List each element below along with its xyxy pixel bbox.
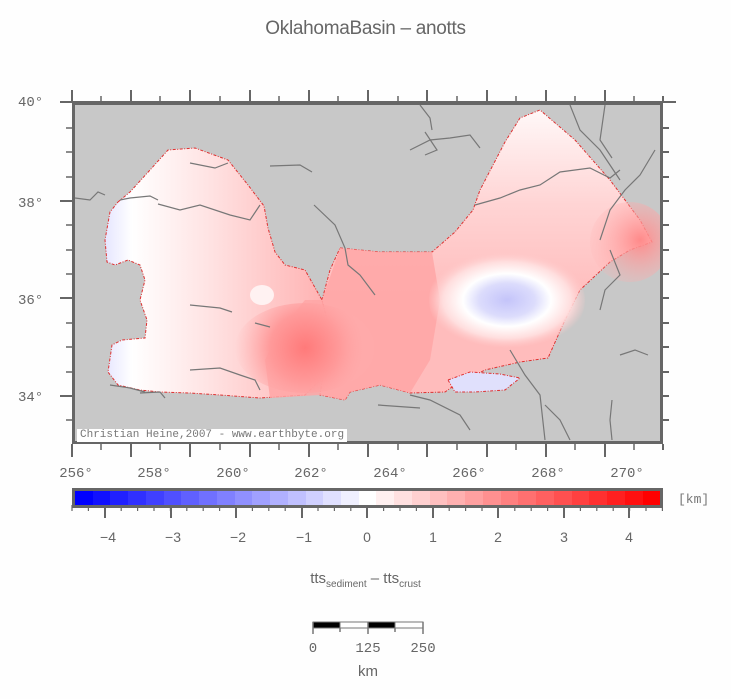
colorbar-swatch [482, 491, 501, 505]
colorbar-swatch [607, 491, 625, 505]
colorbar-swatch [624, 491, 643, 505]
colorbar-swatch [571, 491, 590, 505]
colorbar-swatch [323, 491, 342, 505]
scale-label-125: 125 [355, 641, 381, 657]
colorbar-swatch [429, 491, 448, 505]
x-tick-label-266: 266° [452, 466, 486, 482]
colorbar-label-neg1: −1 [296, 529, 312, 545]
colorbar-swatch [411, 491, 430, 505]
colorbar-swatch [447, 491, 466, 505]
colorbar-swatch [518, 491, 537, 505]
colorbar-label-0: 0 [363, 529, 371, 545]
colorbar-swatch [110, 491, 129, 505]
scale-unit: km [358, 663, 378, 680]
colorbar-swatch [341, 491, 359, 505]
y-tick-label-36: 36° [18, 293, 44, 309]
colorbar-swatch [642, 491, 661, 505]
colorbar-swatch [270, 491, 288, 505]
colorbar-label-neg3: −3 [165, 529, 181, 545]
colorbar-swatch [128, 491, 146, 505]
x-tick-label-262: 262° [294, 466, 328, 482]
y-tick-label-38: 38° [18, 196, 44, 212]
x-tick-label-260: 260° [216, 466, 250, 482]
map-frame [72, 102, 663, 444]
colorbar-swatch [500, 491, 519, 505]
colorbar-ticks [71, 505, 664, 518]
colorbar-swatch [536, 491, 554, 505]
colorbar-swatch [553, 491, 572, 505]
credit-label: Christian Heine,2007 - www.earthbyte.org [77, 429, 348, 442]
scale-label-0: 0 [308, 641, 318, 657]
x-tick-label-258: 258° [137, 466, 171, 482]
colorbar-swatch [75, 491, 93, 505]
colorbar-swatch [252, 491, 271, 505]
colorbar-swatch [234, 491, 253, 505]
map-title: OklahomaBasin – anotts [265, 18, 466, 39]
colorbar-swatch [92, 491, 111, 505]
x-tick-label-270: 270° [610, 466, 644, 482]
formula-sub-a: sediment [326, 579, 367, 590]
colorbar-label-2: 2 [494, 529, 502, 545]
colorbar-swatch [181, 491, 200, 505]
colorbar-label-4: 4 [625, 529, 633, 545]
colorbar-label-3: 3 [560, 529, 568, 545]
x-tick-label-256: 256° [59, 466, 93, 482]
colorbar-swatch [465, 491, 483, 505]
x-tick-label-268: 268° [531, 466, 565, 482]
colorbar-swatch [589, 491, 608, 505]
colorbar-swatch [163, 491, 182, 505]
colorbar-swatch [305, 491, 324, 505]
colorbar-swatch [145, 491, 164, 505]
scale-bar [312, 621, 424, 634]
colorbar-swatch [216, 491, 235, 505]
colorbar-swatch [199, 491, 217, 505]
formula-term-a: tts [310, 570, 327, 587]
colorbar-swatch [358, 491, 377, 505]
formula-term-b: tts [383, 570, 400, 587]
colorbar-quantity-label: ttssediment – ttscrust [0, 570, 731, 590]
scale-label-250: 250 [410, 641, 436, 657]
colorbar-label-neg2: −2 [230, 529, 246, 545]
colorbar-swatch [287, 491, 306, 505]
colorbar-swatch [394, 491, 412, 505]
colorbar-unit: [km] [678, 492, 710, 507]
colorbar-label-1: 1 [429, 529, 437, 545]
basin-anomaly-map [75, 105, 660, 441]
colorbar-swatch [376, 491, 395, 505]
y-tick-label-40: 40° [18, 95, 44, 111]
formula-operator: – [366, 570, 384, 587]
formula-sub-b: crust [399, 579, 421, 590]
x-tick-label-264: 264° [373, 466, 407, 482]
y-tick-label-34: 34° [18, 390, 44, 406]
colorbar-label-neg4: −4 [100, 529, 116, 545]
